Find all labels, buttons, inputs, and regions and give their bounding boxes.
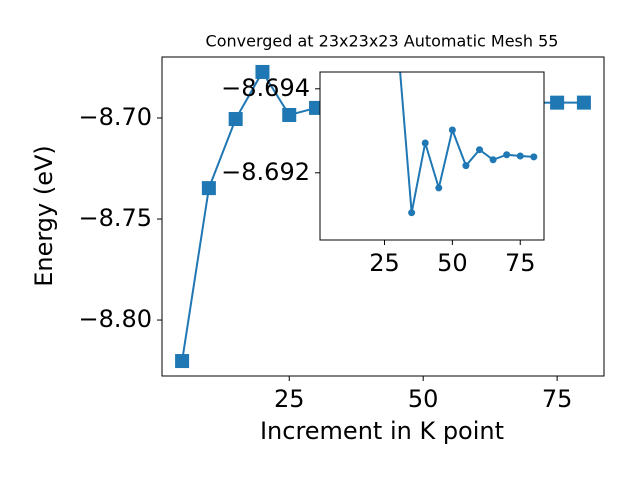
x-tick-label: 75 <box>542 385 573 413</box>
marker <box>530 153 538 161</box>
y-tick-label: −8.80 <box>78 305 152 333</box>
marker <box>448 126 456 134</box>
marker <box>408 209 416 217</box>
marker <box>476 146 484 154</box>
marker <box>576 95 591 110</box>
x-tick-label: 50 <box>408 385 439 413</box>
x-tick-label: 50 <box>437 249 468 277</box>
marker <box>228 112 243 127</box>
marker <box>201 181 216 196</box>
inset-chart: 25 50 75 −8.694 −8.692 <box>221 71 545 277</box>
marker <box>255 64 270 79</box>
marker <box>462 162 470 170</box>
marker <box>550 95 565 110</box>
y-tick-label: −8.70 <box>78 103 152 131</box>
y-tick-label: −8.692 <box>221 158 310 186</box>
x-axis-label: Increment in K point <box>260 417 504 445</box>
marker <box>435 184 443 192</box>
plot-area <box>399 72 538 217</box>
x-tick-label: 75 <box>505 249 536 277</box>
y-axis-label: Energy (eV) <box>30 145 58 287</box>
marker <box>175 354 190 369</box>
marker <box>489 156 497 164</box>
x-tick-label: 25 <box>369 249 400 277</box>
marker <box>282 107 297 122</box>
y-tick-label: −8.694 <box>221 74 310 102</box>
y-tick-label: −8.75 <box>78 204 152 232</box>
marker <box>421 139 429 147</box>
axes-frame <box>161 56 605 377</box>
axes-frame <box>319 71 545 241</box>
marker <box>503 151 511 159</box>
x-tick-label: 25 <box>274 385 305 413</box>
marker <box>516 152 524 160</box>
chart-title: Converged at 23x23x23 Automatic Mesh 55 <box>206 32 559 51</box>
